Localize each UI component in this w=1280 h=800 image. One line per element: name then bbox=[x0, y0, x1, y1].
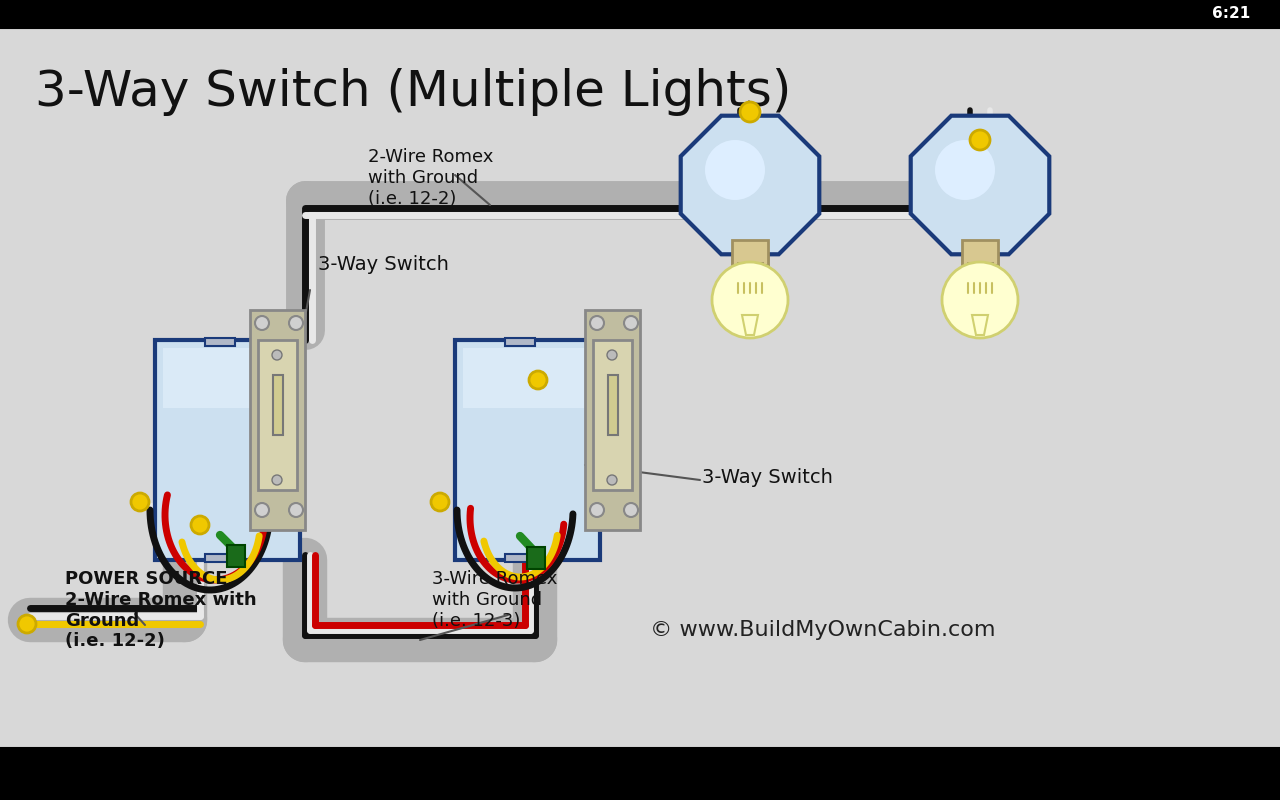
Circle shape bbox=[289, 316, 303, 330]
Circle shape bbox=[934, 140, 995, 200]
Bar bbox=[593, 340, 632, 490]
Circle shape bbox=[529, 371, 547, 389]
Circle shape bbox=[191, 516, 209, 534]
Text: 2-Wire Romex
with Ground
(i.e. 12-2): 2-Wire Romex with Ground (i.e. 12-2) bbox=[369, 148, 493, 208]
Bar bbox=[506, 338, 535, 346]
Bar bbox=[205, 554, 236, 562]
Bar bbox=[963, 240, 998, 265]
Bar bbox=[163, 348, 292, 408]
Circle shape bbox=[18, 615, 36, 633]
Text: © www.BuildMyOwnCabin.com: © www.BuildMyOwnCabin.com bbox=[650, 620, 996, 640]
Bar bbox=[0, 748, 1280, 800]
Bar bbox=[527, 547, 545, 569]
Bar bbox=[227, 545, 244, 567]
Bar bbox=[205, 338, 236, 346]
Circle shape bbox=[625, 503, 637, 517]
Bar bbox=[0, 0, 1280, 28]
Circle shape bbox=[273, 475, 282, 485]
Bar bbox=[463, 348, 591, 408]
Bar bbox=[739, 263, 762, 283]
Circle shape bbox=[131, 493, 148, 511]
Polygon shape bbox=[742, 315, 758, 335]
Circle shape bbox=[255, 316, 269, 330]
Circle shape bbox=[273, 350, 282, 360]
Polygon shape bbox=[972, 315, 988, 335]
Bar bbox=[250, 310, 305, 530]
Polygon shape bbox=[273, 375, 283, 435]
Polygon shape bbox=[608, 375, 618, 435]
Circle shape bbox=[712, 262, 788, 338]
Circle shape bbox=[255, 503, 269, 517]
Circle shape bbox=[590, 503, 604, 517]
Text: POWER SOURCE
2-Wire Romex with
Ground
(i.e. 12-2): POWER SOURCE 2-Wire Romex with Ground (i… bbox=[65, 570, 256, 650]
Circle shape bbox=[289, 503, 303, 517]
Circle shape bbox=[970, 130, 989, 150]
Polygon shape bbox=[681, 116, 819, 254]
Circle shape bbox=[431, 493, 449, 511]
Bar bbox=[968, 263, 992, 283]
Bar bbox=[155, 340, 300, 560]
Bar bbox=[506, 554, 535, 562]
Text: 3-Way Switch: 3-Way Switch bbox=[317, 255, 449, 274]
Text: 3-Wire Romex
with Ground
(i.e. 12-3): 3-Wire Romex with Ground (i.e. 12-3) bbox=[433, 570, 557, 630]
Bar bbox=[585, 310, 640, 530]
Polygon shape bbox=[910, 116, 1050, 254]
Circle shape bbox=[625, 316, 637, 330]
Bar bbox=[454, 340, 600, 560]
Circle shape bbox=[942, 262, 1018, 338]
Bar bbox=[259, 340, 297, 490]
Text: 6:21: 6:21 bbox=[1212, 6, 1251, 22]
Text: 3-Way Switch (Multiple Lights): 3-Way Switch (Multiple Lights) bbox=[35, 68, 791, 116]
Circle shape bbox=[740, 102, 760, 122]
Circle shape bbox=[705, 140, 765, 200]
Text: 3-Way Switch: 3-Way Switch bbox=[701, 468, 833, 487]
Circle shape bbox=[590, 316, 604, 330]
Bar bbox=[732, 240, 768, 265]
Circle shape bbox=[607, 475, 617, 485]
Circle shape bbox=[607, 350, 617, 360]
